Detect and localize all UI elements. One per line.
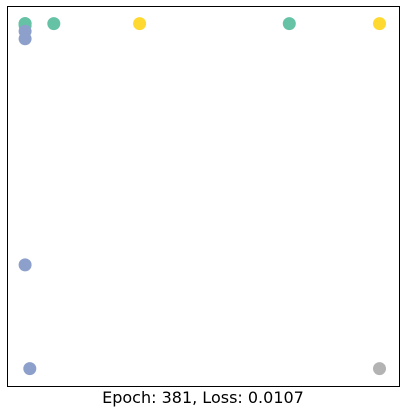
scatter-point-6 — [133, 17, 147, 31]
scatter-point-9 — [18, 258, 32, 272]
plot-frame — [7, 6, 400, 387]
epoch-loss-caption: Epoch: 381, Loss: 0.0107 — [102, 388, 304, 407]
scatter-point-11 — [373, 362, 386, 376]
point-layer — [18, 17, 386, 376]
scatter-point-10 — [23, 362, 37, 376]
scatter-point-4 — [18, 32, 32, 46]
scatter-point-5 — [47, 17, 61, 31]
scatter-point-7 — [282, 17, 296, 31]
scatter-point-8 — [373, 17, 386, 31]
